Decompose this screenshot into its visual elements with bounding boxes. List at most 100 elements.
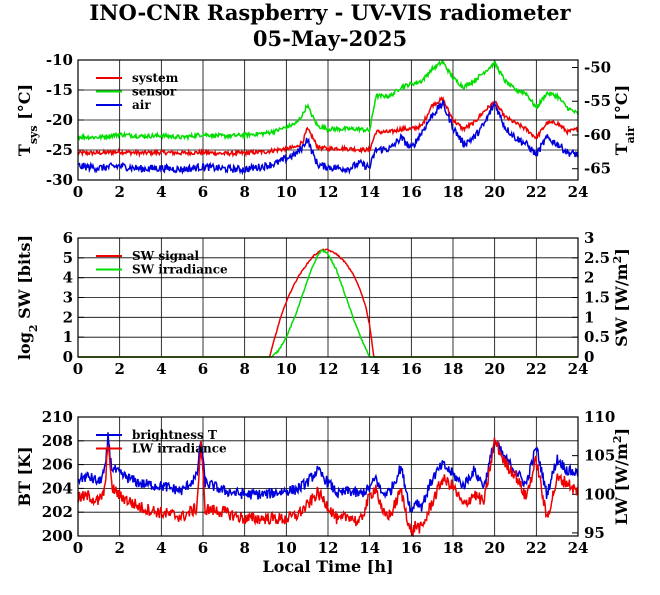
y-right-tick-label: 1.5 bbox=[584, 289, 610, 307]
x-tick-label: 18 bbox=[443, 183, 464, 201]
y-right-axis-label-tail: [°C] bbox=[612, 85, 631, 126]
y-left-axis-label-text: Tsys [°C] bbox=[15, 84, 40, 156]
x-tick-label: 22 bbox=[526, 539, 547, 557]
y-left-tick-label: 204 bbox=[42, 479, 73, 497]
y-right-tick-label: 2 bbox=[584, 269, 594, 287]
x-tick-label: 10 bbox=[276, 539, 297, 557]
y-left-tick-label: 206 bbox=[42, 456, 73, 474]
y-left-tick-label: 2 bbox=[63, 308, 73, 326]
x-tick-label: 8 bbox=[239, 183, 249, 201]
x-tick-label: 22 bbox=[526, 183, 547, 201]
y-left-tick-label: -20 bbox=[46, 111, 73, 129]
y-left-axis-label: log2 SW [bits] bbox=[15, 235, 40, 360]
x-tick-label: 24 bbox=[568, 183, 589, 201]
y-left-tick-label: 210 bbox=[42, 408, 73, 426]
x-tick-label: 18 bbox=[443, 539, 464, 557]
y-left-tick-label: 3 bbox=[63, 289, 73, 307]
legend-entry: SW irradiance bbox=[132, 263, 228, 277]
y-left-axis-label-main: T bbox=[15, 144, 34, 156]
x-tick-label: 14 bbox=[359, 360, 380, 378]
y-right-axis-label-tail: ] bbox=[612, 428, 631, 436]
y-right-tick-label: 1 bbox=[584, 308, 594, 326]
x-tick-label: 12 bbox=[318, 539, 339, 557]
y-left-axis-label-text: BT [K] bbox=[15, 446, 34, 506]
x-tick-label: 0 bbox=[73, 539, 83, 557]
x-tick-label: 2 bbox=[114, 360, 124, 378]
y-right-tick-label: 100 bbox=[584, 485, 615, 503]
x-tick-label: 22 bbox=[526, 360, 547, 378]
y-right-tick-label: 110 bbox=[584, 408, 615, 426]
y-left-axis-label-main: log bbox=[15, 332, 34, 360]
y-right-axis-label-sup: 2 bbox=[611, 435, 624, 443]
y-right-tick-label: -65 bbox=[584, 160, 611, 178]
y-right-axis-label-sub: air bbox=[624, 126, 637, 143]
y-left-axis-label-sub: 2 bbox=[27, 324, 40, 332]
x-tick-label: 6 bbox=[198, 360, 208, 378]
y-right-axis-label: LW [W/m2] bbox=[611, 428, 632, 525]
x-tick-label: 16 bbox=[401, 183, 422, 201]
y-left-tick-label: -25 bbox=[46, 141, 73, 159]
y-left-axis-label-tail: SW [bits] bbox=[15, 235, 34, 324]
y-left-axis-label: BT [K] bbox=[15, 446, 34, 506]
x-tick-label: 8 bbox=[239, 539, 249, 557]
panel-2: 0 2 4 6 8 10 12 14 16 18 20 22 24012345600.511.522.5… bbox=[15, 229, 631, 378]
x-tick-label: 20 bbox=[484, 539, 505, 557]
x-tick-label: 4 bbox=[156, 183, 166, 201]
y-right-tick-label: 3 bbox=[584, 229, 594, 247]
y-left-axis-label-text: log2 SW [bits] bbox=[15, 235, 40, 360]
x-tick-label: 20 bbox=[484, 183, 505, 201]
x-tick-label: 20 bbox=[484, 360, 505, 378]
y-left-tick-label: 4 bbox=[63, 269, 73, 287]
chart-title: INO-CNR Raspberry - UV-VIS radiometer bbox=[89, 0, 571, 25]
series-line-lw-irradiance bbox=[77, 437, 579, 538]
x-tick-label: 2 bbox=[114, 183, 124, 201]
legend-entry: SW signal bbox=[132, 249, 200, 263]
y-right-axis-label-main: LW [W/m bbox=[612, 443, 631, 525]
y-right-axis-label-main: T bbox=[612, 143, 631, 155]
y-right-tick-label: -50 bbox=[584, 58, 611, 76]
y-left-tick-label: 5 bbox=[63, 249, 73, 267]
x-tick-label: 16 bbox=[401, 539, 422, 557]
y-right-axis-label-text: SW [W/m2] bbox=[611, 248, 632, 347]
y-right-axis-label-sup: 2 bbox=[611, 256, 624, 264]
y-right-tick-label: -55 bbox=[584, 92, 611, 110]
y-right-tick-label: 2.5 bbox=[584, 249, 610, 267]
y-right-tick-label: 0.5 bbox=[584, 328, 610, 346]
legend-entry: LW irradiance bbox=[132, 442, 227, 456]
x-tick-label: 6 bbox=[198, 539, 208, 557]
y-right-axis-label: Tair [°C] bbox=[612, 85, 637, 155]
y-left-axis-label-main: BT [K] bbox=[15, 446, 34, 506]
plot-frame bbox=[77, 59, 579, 181]
panels: 0 2 4 6 8 10 12 14 16 18 20 22 24-30-25-20-15-10-65-… bbox=[15, 51, 637, 557]
y-left-tick-label: -10 bbox=[46, 51, 73, 69]
x-tick-label: 6 bbox=[198, 183, 208, 201]
x-tick-label: 24 bbox=[568, 360, 589, 378]
panel-3: 0 2 4 6 8 10 12 14 16 18 20 22 242002022042062082109… bbox=[15, 408, 631, 557]
y-right-axis-label-tail: ] bbox=[612, 248, 631, 256]
x-tick-label: 12 bbox=[318, 360, 339, 378]
legend-entry: air bbox=[132, 98, 151, 112]
plot-frame bbox=[77, 416, 579, 537]
y-right-tick-label: -60 bbox=[584, 126, 611, 144]
y-left-tick-label: 200 bbox=[42, 527, 73, 545]
x-tick-label: 10 bbox=[276, 183, 297, 201]
chart-subtitle: 05-May-2025 bbox=[253, 26, 407, 51]
y-left-tick-label: -30 bbox=[46, 171, 73, 189]
y-left-tick-label: 1 bbox=[63, 328, 73, 346]
y-right-axis-label: SW [W/m2] bbox=[611, 248, 632, 347]
y-left-tick-label: 202 bbox=[42, 503, 73, 521]
x-tick-label: 14 bbox=[359, 183, 380, 201]
x-tick-label: 16 bbox=[401, 360, 422, 378]
y-left-axis-label: Tsys [°C] bbox=[15, 84, 40, 156]
x-tick-label: 4 bbox=[156, 360, 166, 378]
x-tick-label: 0 bbox=[73, 183, 83, 201]
x-tick-label: 14 bbox=[359, 539, 380, 557]
legend-entry: sensor bbox=[132, 85, 177, 99]
legend-entry: brightness T bbox=[132, 428, 217, 442]
y-right-tick-label: 105 bbox=[584, 447, 615, 465]
x-tick-label: 0 bbox=[73, 360, 83, 378]
x-tick-label: 12 bbox=[318, 183, 339, 201]
x-tick-label: 10 bbox=[276, 360, 297, 378]
y-right-axis-label-text: LW [W/m2] bbox=[611, 428, 632, 525]
